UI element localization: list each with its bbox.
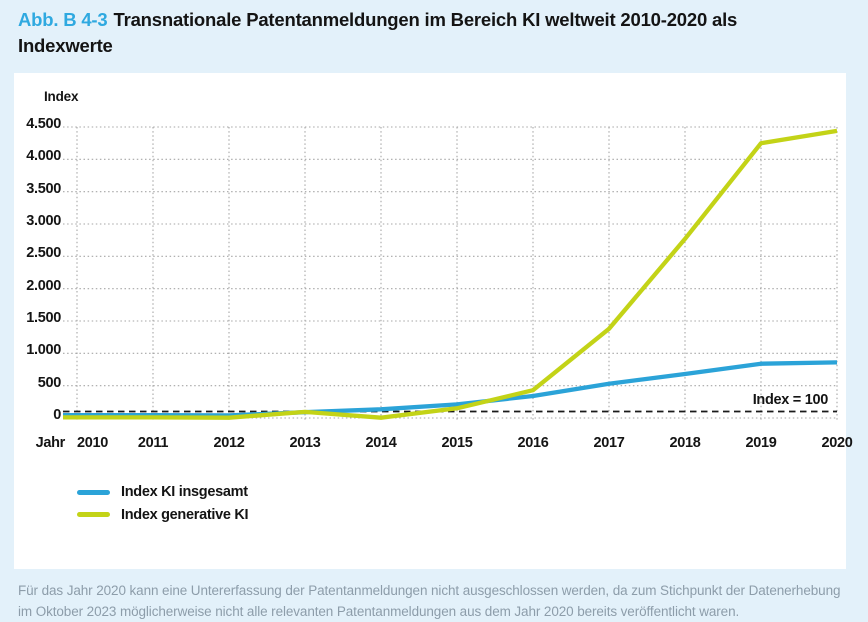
legend-swatch-generative-ki xyxy=(77,512,110,517)
legend-label-generative-ki: Index generative KI xyxy=(121,507,248,523)
footnote: Für das Jahr 2020 kann eine Untererfassu… xyxy=(18,581,858,622)
y-tick-label: 500 xyxy=(14,375,61,391)
y-tick-label: 3.500 xyxy=(14,181,61,197)
y-tick-label: 0 xyxy=(14,407,61,423)
x-tick-label: 2018 xyxy=(669,435,700,451)
legend-label-ki-insgesamt: Index KI insgesamt xyxy=(121,484,248,500)
x-tick-label: 2011 xyxy=(138,435,168,451)
x-axis-title: Jahr xyxy=(14,435,65,451)
reference-line-label: Index = 100 xyxy=(614,392,828,408)
y-tick-label: 2.000 xyxy=(14,278,61,294)
legend-item-ki-insgesamt: Index KI insgesamt xyxy=(77,481,248,504)
series-line-generative-ki xyxy=(63,131,837,418)
legend-swatch-ki-insgesamt xyxy=(77,490,110,495)
x-tick-label: 2014 xyxy=(365,435,396,451)
x-tick-label: 2020 xyxy=(821,435,852,451)
y-tick-label: 3.000 xyxy=(14,213,61,229)
x-tick-label: 2013 xyxy=(289,435,320,451)
x-tick-label: 2010 xyxy=(77,435,108,451)
x-tick-label: 2015 xyxy=(441,435,472,451)
figure-number: Abb. B 4-3 xyxy=(18,9,107,30)
footnote-line: Für das Jahr 2020 kann eine Untererfassu… xyxy=(18,581,858,602)
y-tick-label: 1.000 xyxy=(14,342,61,358)
legend: Index KI insgesamt Index generative KI xyxy=(77,481,248,526)
figure-title-text: Transnationale Patentanmeldungen im Bere… xyxy=(18,9,737,56)
footnote-line: im Oktober 2023 möglicherweise nicht all… xyxy=(18,602,858,622)
y-tick-label: 4.500 xyxy=(14,116,61,132)
x-tick-label: 2012 xyxy=(213,435,244,451)
x-tick-label: 2019 xyxy=(745,435,776,451)
y-tick-label: 1.500 xyxy=(14,310,61,326)
x-tick-label: 2017 xyxy=(593,435,624,451)
x-tick-label: 2016 xyxy=(517,435,548,451)
y-tick-label: 4.000 xyxy=(14,148,61,164)
y-tick-label: 2.500 xyxy=(14,245,61,261)
legend-item-generative-ki: Index generative KI xyxy=(77,504,248,527)
